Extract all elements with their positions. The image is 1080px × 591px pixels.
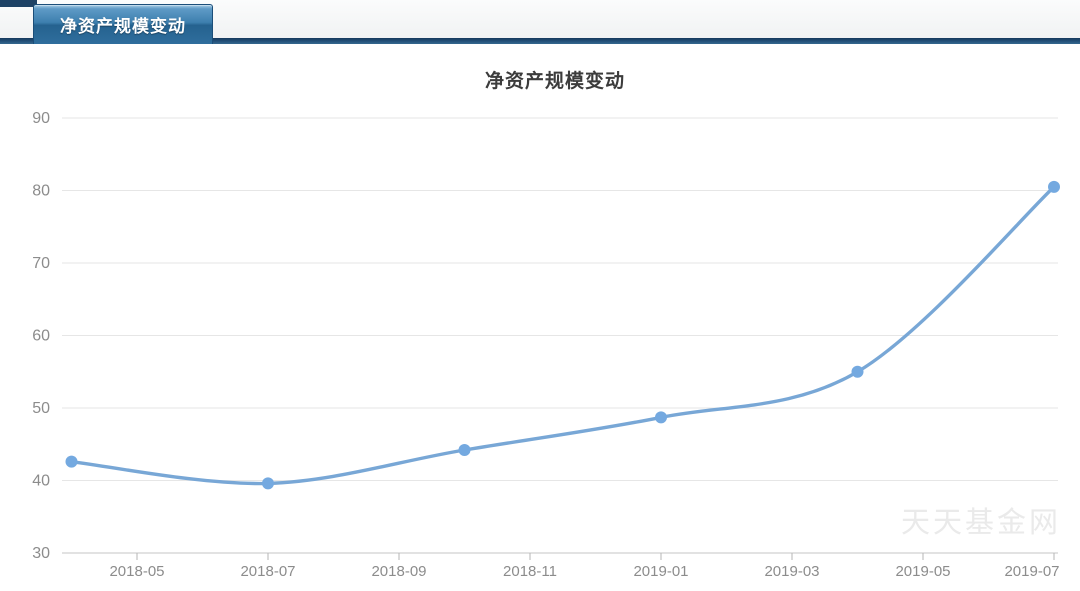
y-axis-label: 90 xyxy=(32,110,50,127)
tab-bar: 净资产规模变动 xyxy=(0,0,1080,44)
y-axis-label: 40 xyxy=(32,473,50,490)
tab-net-asset-change[interactable]: 净资产规模变动 xyxy=(33,4,213,44)
x-axis-label: 2018-05 xyxy=(109,563,164,580)
data-point-marker xyxy=(262,477,274,490)
x-axis-label: 2019-07 xyxy=(1004,563,1059,580)
series-line xyxy=(69,185,1056,486)
y-axis-label: 50 xyxy=(32,400,50,417)
x-axis-label: 2018-11 xyxy=(503,563,557,580)
data-point-marker xyxy=(65,455,78,468)
data-point-marker xyxy=(655,411,667,424)
data-point-marker xyxy=(458,444,471,457)
x-axis-label: 2019-03 xyxy=(764,563,819,580)
tab-bar-underline xyxy=(0,38,1080,44)
chart-title: 净资产规模变动 xyxy=(484,71,625,92)
x-axis-label: 2019-05 xyxy=(895,563,950,580)
y-axis-label: 60 xyxy=(32,328,50,345)
watermark: 天天基金网 xyxy=(901,507,1062,539)
y-axis-label: 30 xyxy=(32,545,50,562)
x-axis-label: 2018-09 xyxy=(371,563,426,580)
data-point-marker xyxy=(851,365,864,378)
x-axis-label: 2019-01 xyxy=(633,563,688,580)
y-axis-label: 80 xyxy=(32,183,50,200)
tab-net-asset-change-label: 净资产规模变动 xyxy=(60,17,186,36)
data-point-marker xyxy=(1048,180,1060,193)
header-corner-strip xyxy=(0,0,37,7)
y-axis-label: 70 xyxy=(32,255,50,272)
x-axis-label: 2018-07 xyxy=(240,563,295,580)
